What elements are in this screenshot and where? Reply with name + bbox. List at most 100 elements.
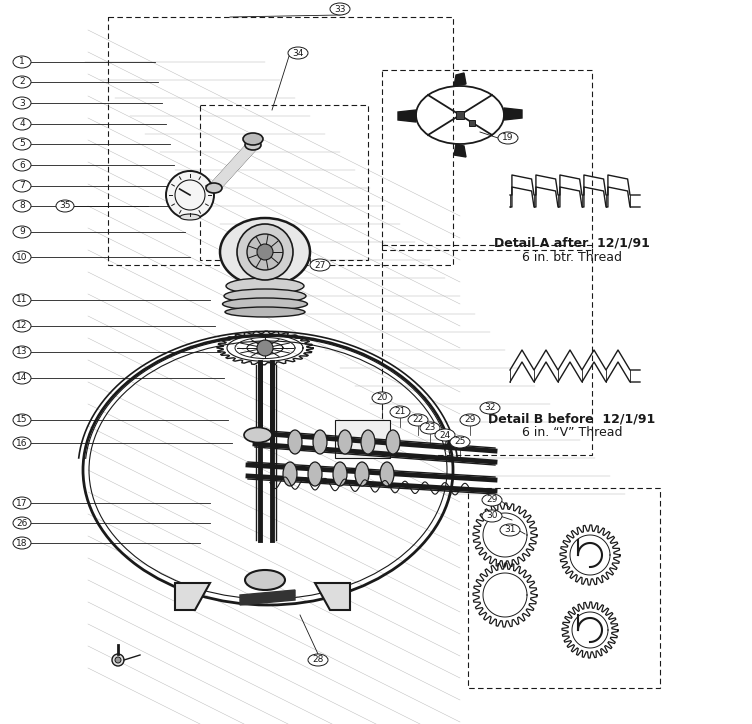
Ellipse shape bbox=[500, 524, 520, 536]
Ellipse shape bbox=[13, 200, 31, 212]
Text: 25: 25 bbox=[454, 437, 465, 447]
Ellipse shape bbox=[13, 226, 31, 238]
Bar bbox=[382, 245, 592, 455]
Circle shape bbox=[112, 654, 124, 666]
Text: 26: 26 bbox=[17, 518, 28, 528]
Ellipse shape bbox=[13, 346, 31, 358]
Ellipse shape bbox=[288, 430, 302, 454]
Circle shape bbox=[247, 234, 283, 270]
Text: 8: 8 bbox=[19, 201, 25, 211]
Ellipse shape bbox=[13, 118, 31, 130]
Ellipse shape bbox=[56, 200, 74, 212]
Polygon shape bbox=[175, 583, 210, 610]
Text: 17: 17 bbox=[17, 499, 28, 508]
Text: 29: 29 bbox=[487, 495, 498, 505]
Ellipse shape bbox=[355, 462, 369, 486]
Ellipse shape bbox=[338, 430, 352, 454]
Text: 24: 24 bbox=[439, 431, 450, 439]
Ellipse shape bbox=[308, 462, 322, 486]
Ellipse shape bbox=[13, 414, 31, 426]
Ellipse shape bbox=[13, 294, 31, 306]
Ellipse shape bbox=[372, 392, 392, 404]
Bar bbox=[469, 120, 475, 126]
Text: 16: 16 bbox=[17, 439, 28, 447]
Ellipse shape bbox=[206, 183, 222, 193]
Polygon shape bbox=[240, 590, 295, 605]
Ellipse shape bbox=[408, 414, 428, 426]
Text: 7: 7 bbox=[19, 182, 25, 190]
Ellipse shape bbox=[390, 406, 410, 418]
Circle shape bbox=[257, 340, 273, 356]
Ellipse shape bbox=[482, 494, 502, 506]
Text: 5: 5 bbox=[19, 140, 25, 148]
Text: 10: 10 bbox=[17, 253, 28, 261]
Bar bbox=[456, 111, 464, 119]
Text: 23: 23 bbox=[424, 424, 435, 432]
Text: 14: 14 bbox=[17, 374, 28, 382]
Text: 12: 12 bbox=[17, 321, 28, 330]
Text: 18: 18 bbox=[17, 539, 28, 547]
Bar bbox=[468, 488, 660, 688]
Ellipse shape bbox=[226, 278, 304, 294]
Ellipse shape bbox=[288, 47, 308, 59]
Text: 30: 30 bbox=[487, 511, 498, 521]
Text: 34: 34 bbox=[293, 49, 304, 57]
Polygon shape bbox=[315, 583, 350, 610]
Ellipse shape bbox=[13, 97, 31, 109]
Text: 35: 35 bbox=[59, 201, 71, 211]
Polygon shape bbox=[454, 73, 466, 86]
Ellipse shape bbox=[13, 372, 31, 384]
Text: 32: 32 bbox=[484, 403, 496, 413]
Text: 4: 4 bbox=[20, 119, 25, 128]
Text: 6: 6 bbox=[19, 161, 25, 169]
Circle shape bbox=[237, 224, 293, 280]
Bar bbox=[200, 105, 368, 260]
Circle shape bbox=[166, 171, 214, 219]
Ellipse shape bbox=[420, 422, 440, 434]
Ellipse shape bbox=[361, 430, 375, 454]
Ellipse shape bbox=[13, 138, 31, 150]
Text: 15: 15 bbox=[17, 416, 28, 424]
Ellipse shape bbox=[180, 214, 200, 220]
Circle shape bbox=[115, 657, 121, 663]
Text: 1: 1 bbox=[19, 57, 25, 67]
Ellipse shape bbox=[13, 537, 31, 549]
Text: Detail A after  12/1/91: Detail A after 12/1/91 bbox=[494, 237, 650, 250]
Ellipse shape bbox=[435, 429, 455, 441]
Polygon shape bbox=[454, 144, 466, 157]
Text: 2: 2 bbox=[20, 77, 25, 86]
Ellipse shape bbox=[245, 140, 261, 150]
Ellipse shape bbox=[450, 436, 470, 448]
Ellipse shape bbox=[13, 159, 31, 171]
Polygon shape bbox=[209, 143, 258, 190]
Ellipse shape bbox=[380, 462, 394, 486]
Polygon shape bbox=[398, 110, 416, 122]
Circle shape bbox=[257, 244, 273, 260]
Ellipse shape bbox=[330, 3, 350, 15]
Ellipse shape bbox=[220, 218, 310, 286]
Ellipse shape bbox=[313, 430, 327, 454]
Ellipse shape bbox=[244, 427, 272, 442]
Ellipse shape bbox=[224, 289, 306, 303]
Ellipse shape bbox=[13, 437, 31, 449]
Ellipse shape bbox=[13, 56, 31, 68]
Text: 19: 19 bbox=[502, 133, 514, 143]
Text: 29: 29 bbox=[464, 416, 476, 424]
Text: 28: 28 bbox=[312, 655, 323, 665]
Text: 9: 9 bbox=[19, 227, 25, 237]
Text: 3: 3 bbox=[19, 98, 25, 107]
Ellipse shape bbox=[13, 251, 31, 263]
Ellipse shape bbox=[13, 320, 31, 332]
Text: Detail B before  12/1/91: Detail B before 12/1/91 bbox=[488, 412, 656, 425]
Ellipse shape bbox=[223, 298, 308, 310]
Ellipse shape bbox=[283, 462, 297, 486]
Ellipse shape bbox=[13, 497, 31, 509]
Ellipse shape bbox=[310, 259, 330, 271]
Ellipse shape bbox=[482, 510, 502, 522]
Ellipse shape bbox=[386, 430, 400, 454]
Bar bbox=[382, 70, 592, 250]
Ellipse shape bbox=[333, 462, 347, 486]
Ellipse shape bbox=[13, 76, 31, 88]
Text: 20: 20 bbox=[376, 394, 388, 403]
Text: 31: 31 bbox=[505, 526, 516, 534]
